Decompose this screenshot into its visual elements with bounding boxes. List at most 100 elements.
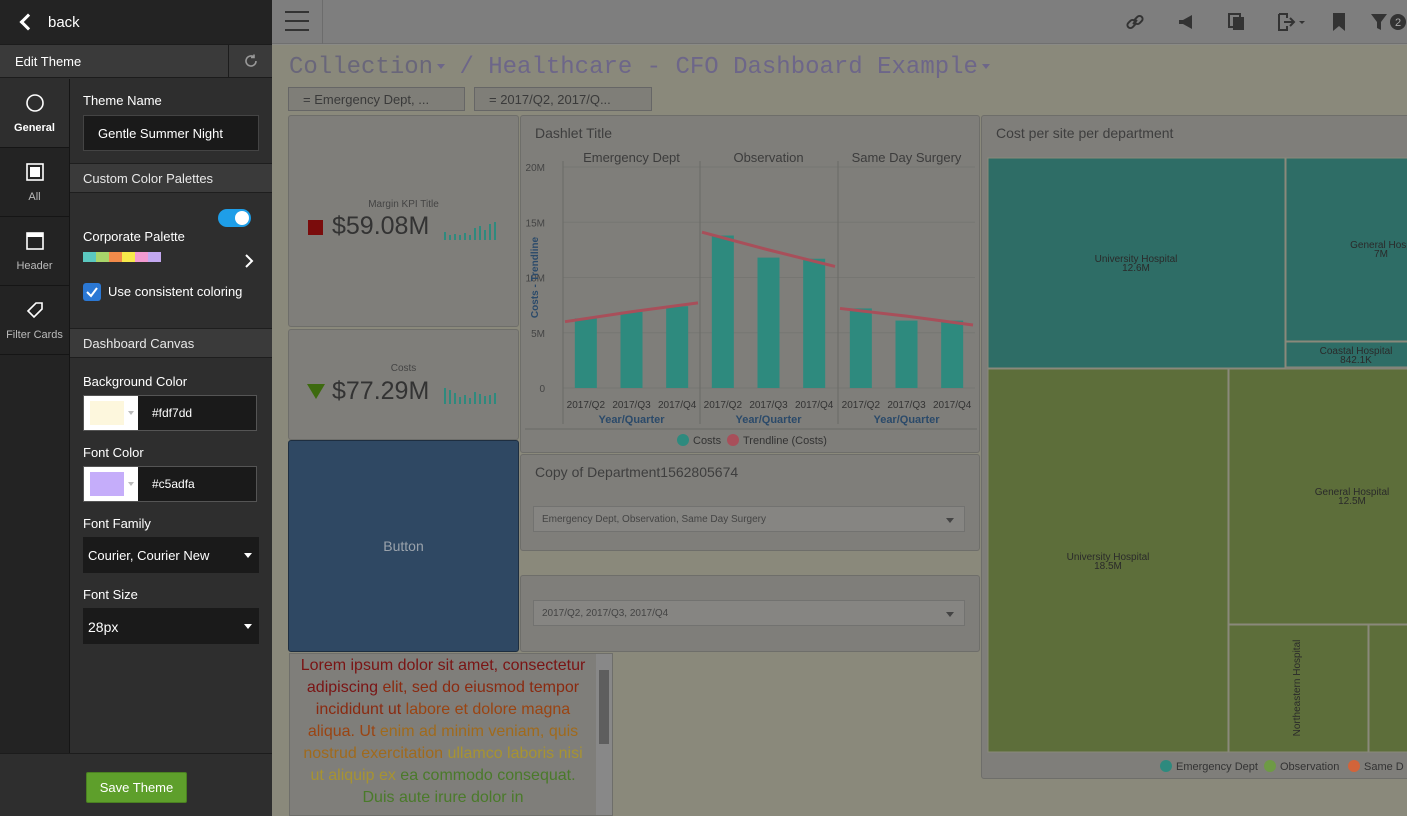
rail-item-filter-cards[interactable]: Filter Cards <box>0 286 69 355</box>
y-tick-label: 20M <box>526 163 545 174</box>
consistent-coloring-checkbox[interactable] <box>83 283 101 301</box>
treemap-cell <box>1228 624 1369 753</box>
treemap-cell <box>1285 341 1407 368</box>
menu-icon[interactable] <box>285 11 309 33</box>
palette-swatch <box>83 252 96 262</box>
triangle-down-icon <box>307 384 325 399</box>
bookmark-icon[interactable] <box>1331 12 1347 37</box>
treemap-cell-label: University Hospital <box>1095 254 1178 265</box>
facet-title: Observation <box>733 150 803 165</box>
legend-marker <box>1348 760 1360 772</box>
edit-theme-title: Edit Theme <box>15 54 82 69</box>
bar <box>757 257 780 388</box>
bar <box>666 306 689 388</box>
bar <box>711 235 734 388</box>
background-color-picker[interactable]: #fdf7dd <box>83 395 257 431</box>
filter-chip-quarter[interactable]: = 2017/Q2, 2017/Q... <box>474 87 652 111</box>
breadcrumb: Collection / Healthcare - CFO Dashboard … <box>289 54 990 81</box>
font-family-value: Courier, Courier New <box>88 548 210 563</box>
general-settings-form: Theme Name Custom Color Palettes Corpora… <box>70 79 272 753</box>
x-tick-label: 2017/Q4 <box>795 400 834 411</box>
rail-item-all[interactable]: All <box>0 148 69 217</box>
trendline <box>564 301 699 324</box>
treemap-cell-value: 12.6M <box>1122 263 1150 274</box>
megaphone-icon[interactable] <box>1177 12 1197 37</box>
filter-count-badge: 2 <box>1395 17 1401 29</box>
save-theme-button[interactable]: Save Theme <box>86 772 187 803</box>
trendline <box>839 306 974 327</box>
bar <box>574 318 597 388</box>
font-family-label: Font Family <box>83 516 151 531</box>
export-icon[interactable] <box>1277 12 1307 37</box>
reset-icon[interactable] <box>228 45 272 77</box>
panel-footer: Save Theme <box>0 753 272 816</box>
scrollbar-thumb[interactable] <box>599 670 609 744</box>
link-icon[interactable] <box>1125 12 1145 37</box>
slicer-title: Copy of Department1562805674 <box>535 464 739 480</box>
legend-label: Same D <box>1364 761 1404 773</box>
font-size-select[interactable]: 28px <box>83 608 259 644</box>
back-button[interactable]: back <box>0 0 272 44</box>
palette-swatch <box>148 252 161 262</box>
page-title[interactable]: Healthcare - CFO Dashboard Example <box>488 54 978 81</box>
text-card-body: Lorem ipsum dolor sit amet, consectetur … <box>296 655 590 809</box>
x-tick-label: 2017/Q2 <box>567 400 606 411</box>
legend-label: Emergency Dept <box>1176 761 1258 773</box>
x-axis-label: Year/Quarter <box>873 414 940 426</box>
treemap-cell-value: 18.5M <box>1094 561 1122 572</box>
treemap-cell-value: 12.5M <box>1338 496 1366 507</box>
filter-icon[interactable]: 2 <box>1370 12 1407 37</box>
x-tick-label: 2017/Q2 <box>704 400 743 411</box>
font-size-value: 28px <box>88 619 119 635</box>
dashlet-card: Dashlet Title 0 5M 10M 15M 20M Costs - Trendl… <box>520 115 980 453</box>
sparkline <box>444 222 496 240</box>
back-label: back <box>48 13 80 31</box>
breadcrumb-collection[interactable]: Collection <box>289 54 434 81</box>
kpi-value: $77.29M <box>332 377 430 405</box>
x-tick-label: 2017/Q4 <box>933 400 972 411</box>
font-color-label: Font Color <box>83 445 144 460</box>
font-family-select[interactable]: Courier, Courier New <box>83 537 259 573</box>
department-select-value: Emergency Dept, Observation, Same Day Su… <box>542 514 766 525</box>
department-select[interactable]: Emergency Dept, Observation, Same Day Su… <box>533 506 965 532</box>
lorem-text: Lorem ipsum dolor sit amet, consectetur … <box>300 657 586 806</box>
y-tick-label: 0 <box>539 384 545 395</box>
tag-icon <box>25 300 45 323</box>
copy-icon[interactable] <box>1227 12 1247 37</box>
rail-item-header[interactable]: Header <box>0 217 69 286</box>
quarter-select[interactable]: 2017/Q2, 2017/Q3, 2017/Q4 <box>533 600 965 626</box>
filter-chip-department[interactable]: = Emergency Dept, ... <box>288 87 465 111</box>
rail-label: Filter Cards <box>6 328 63 341</box>
rail-label: General <box>14 121 55 134</box>
costs-trendline-chart: 0 5M 10M 15M 20M Costs - Trendline Emergency D… <box>525 150 977 447</box>
treemap-cell-label: University Hospital <box>1067 552 1150 563</box>
palette-swatch <box>96 252 109 262</box>
x-tick-label: 2017/Q3 <box>749 400 788 411</box>
quarter-select-value: 2017/Q2, 2017/Q3, 2017/Q4 <box>542 608 669 619</box>
x-tick-label: 2017/Q3 <box>887 400 926 411</box>
chevron-right-icon[interactable] <box>242 252 256 270</box>
department-slicer-card: Copy of Department1562805674 Emergency D… <box>520 454 980 551</box>
status-square-icon <box>308 220 323 235</box>
kpi-card-costs: Costs $77.29M <box>288 329 519 440</box>
x-tick-label: 2017/Q3 <box>612 400 651 411</box>
circle-icon <box>25 93 45 116</box>
bar <box>941 320 964 388</box>
dashboard-canvas: Collection / Healthcare - CFO Dashboard … <box>272 45 1407 816</box>
rail-item-general[interactable]: General <box>0 79 69 148</box>
dashboard-toolbar: 2 <box>272 0 1407 44</box>
bar <box>803 258 826 388</box>
corporate-palette-toggle[interactable] <box>218 209 251 227</box>
facet-title: Same Day Surgery <box>852 150 962 165</box>
button-card[interactable]: Button <box>288 440 519 652</box>
x-axis-label: Year/Quarter <box>598 414 665 426</box>
font-color-picker[interactable]: #c5adfa <box>83 466 257 502</box>
treemap-cell-value: 842.1K <box>1340 355 1372 366</box>
treemap-cell <box>1368 624 1407 753</box>
treemap-card: Cost per site per department University … <box>981 115 1407 779</box>
y-axis-label: Costs - Trendline <box>530 237 541 319</box>
palette-swatch <box>122 252 135 262</box>
treemap-cell-value: 7M <box>1374 249 1388 260</box>
treemap-cell <box>987 157 1286 369</box>
theme-name-input[interactable] <box>83 115 259 151</box>
